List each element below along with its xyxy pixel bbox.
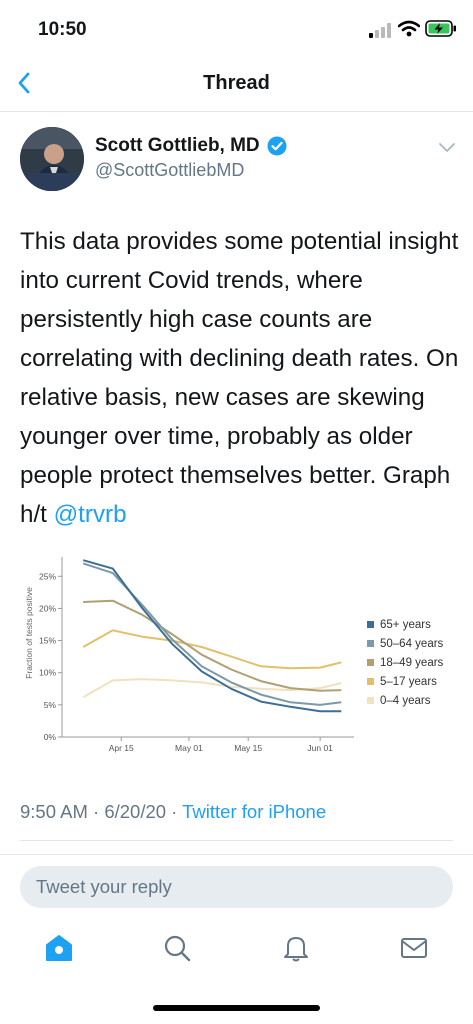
- y-axis-label: Fraction of tests positive: [24, 587, 34, 679]
- messages-icon[interactable]: [398, 932, 430, 964]
- y-tick-label: 20%: [39, 603, 56, 613]
- home-indicator: [153, 1005, 320, 1011]
- verified-badge-icon: [267, 136, 287, 156]
- search-icon[interactable]: [161, 932, 193, 964]
- y-tick-label: 10%: [39, 668, 56, 678]
- y-tick-label: 15%: [39, 636, 56, 646]
- series-line: [82, 678, 342, 698]
- author-handle[interactable]: @ScottGottliebMD: [95, 160, 245, 180]
- tweet-meta: 9:50 AM · 6/20/20 · Twitter for iPhone: [20, 801, 326, 823]
- tweet-body: This data provides some potential insigh…: [20, 228, 459, 528]
- wifi-icon: [398, 20, 420, 37]
- x-tick-label: May 01: [175, 743, 203, 753]
- y-tick-label: 5%: [44, 700, 57, 710]
- y-tick-label: 0%: [44, 732, 57, 742]
- status-time: 10:50: [38, 19, 87, 40]
- legend-swatch: [367, 659, 374, 666]
- source-link[interactable]: Twitter for iPhone: [182, 801, 327, 822]
- profile-photo: [20, 127, 84, 191]
- chevron-down-icon[interactable]: [437, 140, 457, 154]
- chart-frame: [61, 557, 354, 738]
- avatar[interactable]: [20, 127, 84, 191]
- legend-label: 65+ years: [380, 619, 431, 631]
- author-name[interactable]: Scott Gottlieb, MD: [95, 135, 260, 156]
- tweet-chart-image[interactable]: Fraction of tests positive 0% 5% 10% 15% 20%…: [22, 553, 462, 755]
- back-button[interactable]: [10, 66, 44, 100]
- legend-label: 50–64 years: [380, 638, 444, 650]
- legend-label: 5–17 years: [380, 676, 437, 688]
- legend-swatch: [367, 621, 374, 628]
- legend-swatch: [367, 640, 374, 647]
- reply-placeholder: Tweet your reply: [36, 876, 172, 897]
- reply-divider: [0, 854, 473, 855]
- meta-divider: [20, 840, 453, 841]
- timestamp: 9:50 AM · 6/20/20 ·: [20, 801, 183, 822]
- series-line: [82, 559, 342, 713]
- battery-charging-icon: [425, 20, 456, 37]
- x-tick-label: Jun 01: [307, 743, 333, 753]
- x-tick-label: May 15: [234, 743, 262, 753]
- page-title: Thread: [203, 72, 270, 94]
- legend-swatch: [367, 697, 374, 704]
- reply-input[interactable]: [20, 866, 453, 908]
- header-divider: [0, 111, 473, 112]
- home-icon[interactable]: [43, 932, 75, 964]
- legend-swatch: [367, 678, 374, 685]
- series-line: [82, 629, 342, 670]
- y-tick-label: 25%: [39, 571, 56, 581]
- x-tick-label: Apr 15: [109, 743, 134, 753]
- notifications-icon[interactable]: [280, 932, 312, 964]
- mention-link[interactable]: @trvrb: [53, 501, 127, 528]
- legend-label: 18–49 years: [380, 657, 444, 669]
- tweet-text: This data provides some potential insigh…: [20, 222, 460, 534]
- series-line: [83, 599, 342, 692]
- legend-label: 0–4 years: [380, 695, 431, 707]
- cellular-signal-icon: [369, 23, 391, 38]
